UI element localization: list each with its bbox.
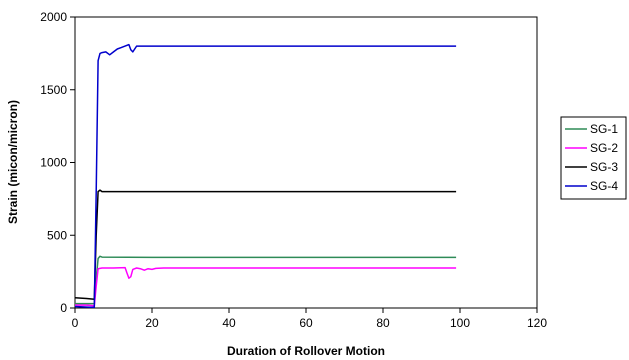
x-tick-label: 0: [72, 316, 79, 330]
y-axis-title: Strain (micon/micron): [6, 100, 20, 224]
series-line-sg-3: [74, 189, 457, 301]
legend-label: SG-2: [590, 141, 618, 155]
x-tick-label: 80: [376, 316, 390, 330]
legend-label: SG-4: [590, 179, 618, 193]
x-axis-title: Duration of Rollover Motion: [227, 344, 385, 358]
legend-label: SG-3: [590, 160, 618, 174]
series-line-sg-4: [74, 43, 457, 309]
y-tick-label: 500: [47, 228, 67, 242]
x-tick-label: 60: [299, 316, 313, 330]
x-tick-label: 100: [450, 316, 470, 330]
x-tick-label: 20: [145, 316, 159, 330]
plot-area: [74, 16, 538, 309]
series-line-sg-2: [75, 266, 457, 307]
y-tick-label: 1000: [40, 156, 67, 170]
series-line-sg-1: [75, 255, 457, 305]
y-tick-label: 2000: [40, 10, 67, 24]
y-tick-label: 1500: [40, 83, 67, 97]
y-tick-label: 0: [60, 301, 67, 315]
legend-label: SG-1: [590, 122, 618, 136]
x-tick-label: 40: [222, 316, 236, 330]
x-tick-label: 120: [527, 316, 547, 330]
legend: SG-1 SG-2 SG-3 SG-4: [560, 116, 627, 200]
